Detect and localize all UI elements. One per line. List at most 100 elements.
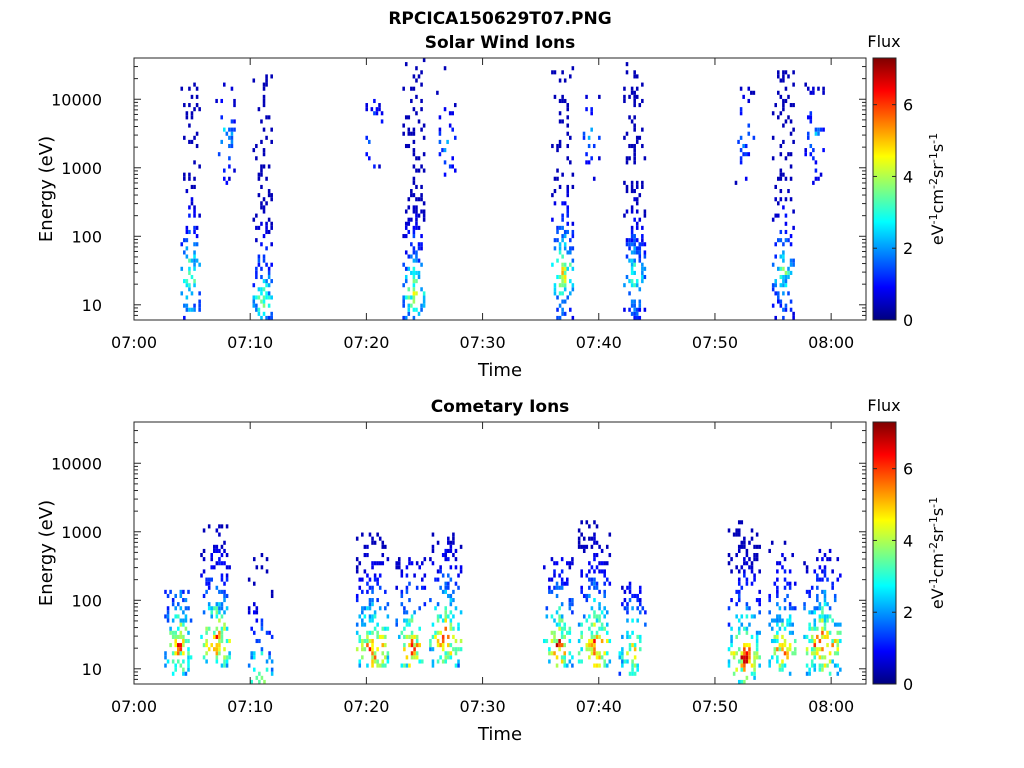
heatmap-cell bbox=[415, 291, 418, 296]
heatmap-cell bbox=[638, 303, 642, 308]
colorbar-tick-label: 4 bbox=[903, 531, 913, 550]
heatmap-cell bbox=[431, 544, 435, 549]
heatmap-cell bbox=[171, 602, 175, 607]
heatmap-cell bbox=[630, 143, 634, 149]
heatmap-cell bbox=[363, 569, 367, 574]
heatmap-cell bbox=[782, 254, 785, 259]
heatmap-cell bbox=[590, 651, 594, 656]
heatmap-cell bbox=[777, 266, 780, 271]
heatmap-cell bbox=[739, 135, 743, 140]
heatmap-cell bbox=[366, 663, 369, 668]
heatmap-cell bbox=[821, 557, 824, 562]
heatmap-cell bbox=[413, 647, 416, 652]
heatmap-cell bbox=[633, 156, 636, 161]
heatmap-cell bbox=[582, 548, 586, 553]
heatmap-cell bbox=[176, 647, 180, 652]
heatmap-cell bbox=[553, 569, 556, 574]
heatmap-cell bbox=[413, 634, 416, 639]
heatmap-cell bbox=[817, 131, 820, 136]
heatmap-cell bbox=[623, 94, 626, 99]
heatmap-cell bbox=[189, 618, 193, 623]
heatmap-cell bbox=[635, 180, 639, 185]
heatmap-cell bbox=[758, 630, 761, 635]
heatmap-cell bbox=[403, 647, 406, 652]
heatmap-cell bbox=[366, 638, 369, 644]
heatmap-cell bbox=[585, 520, 589, 525]
heatmap-cell bbox=[568, 630, 572, 635]
heatmap-cell bbox=[779, 274, 783, 280]
heatmap-cell bbox=[386, 557, 390, 562]
heatmap-cell bbox=[402, 303, 405, 308]
heatmap-cell bbox=[608, 553, 612, 558]
heatmap-cell bbox=[635, 221, 639, 226]
heatmap-cell bbox=[631, 630, 634, 635]
heatmap-cell bbox=[743, 573, 746, 578]
heatmap-cell bbox=[747, 98, 751, 104]
heatmap-cell bbox=[449, 655, 453, 660]
heatmap-cell bbox=[380, 111, 384, 116]
heatmap-cell bbox=[774, 242, 777, 247]
heatmap-cell bbox=[371, 565, 374, 570]
heatmap-cell bbox=[431, 561, 435, 566]
heatmap-cell bbox=[786, 622, 789, 627]
heatmap-cell bbox=[555, 581, 559, 586]
heatmap-cell bbox=[371, 630, 374, 635]
heatmap-cell bbox=[454, 548, 458, 553]
heatmap-cell bbox=[405, 565, 409, 570]
x-tick-label: 07:50 bbox=[692, 333, 738, 352]
heatmap-cell bbox=[630, 279, 634, 284]
heatmap-cell bbox=[454, 565, 458, 570]
heatmap-cell bbox=[808, 638, 811, 644]
heatmap-cell bbox=[633, 74, 636, 79]
heatmap-cell bbox=[444, 589, 448, 594]
heatmap-cell bbox=[553, 573, 556, 578]
heatmap-cell bbox=[268, 630, 271, 635]
heatmap-cell bbox=[770, 655, 774, 660]
heatmap-cell bbox=[410, 217, 413, 222]
heatmap-cell bbox=[225, 180, 229, 185]
heatmap-cell bbox=[635, 250, 639, 255]
heatmap-cell bbox=[608, 659, 612, 664]
heatmap-cell bbox=[179, 622, 183, 627]
heatmap-cell bbox=[792, 311, 795, 316]
x-tick-label: 07:00 bbox=[111, 333, 157, 352]
heatmap-cell bbox=[198, 107, 201, 112]
heatmap-cell bbox=[778, 561, 782, 566]
heatmap-cell bbox=[816, 585, 819, 590]
heatmap-cell bbox=[556, 315, 559, 320]
heatmap-cell bbox=[566, 250, 570, 255]
heatmap-cell bbox=[252, 651, 256, 656]
heatmap-cell bbox=[781, 634, 784, 639]
heatmap-cell bbox=[781, 663, 784, 668]
heatmap-cell bbox=[822, 127, 825, 132]
heatmap-cell bbox=[449, 593, 453, 599]
heatmap-cell bbox=[605, 663, 609, 668]
heatmap-cell bbox=[188, 139, 191, 144]
heatmap-cell bbox=[558, 139, 562, 144]
heatmap-cell bbox=[784, 197, 788, 202]
heatmap-cell bbox=[174, 630, 177, 635]
heatmap-cell bbox=[262, 258, 266, 263]
heatmap-cell bbox=[220, 115, 224, 120]
heatmap-cell bbox=[262, 98, 266, 104]
y-tick-label: 1000 bbox=[61, 523, 102, 542]
heatmap-cell bbox=[420, 209, 423, 214]
heatmap-cell bbox=[777, 176, 780, 181]
heatmap-cell bbox=[836, 557, 840, 562]
heatmap-cell bbox=[223, 593, 226, 599]
heatmap-cell bbox=[415, 254, 418, 259]
heatmap-cell bbox=[623, 606, 627, 611]
heatmap-cell bbox=[405, 610, 409, 615]
heatmap-cell bbox=[193, 82, 196, 87]
heatmap-cell bbox=[623, 98, 626, 104]
heatmap-cell bbox=[179, 630, 183, 635]
heatmap-cell bbox=[638, 287, 642, 292]
heatmap-cell bbox=[555, 610, 559, 615]
heatmap-cell bbox=[551, 217, 554, 222]
heatmap-cell bbox=[779, 266, 783, 271]
heatmap-cell bbox=[633, 90, 636, 95]
heatmap-cell bbox=[776, 602, 779, 607]
heatmap-cell bbox=[422, 168, 426, 173]
heatmap-cell bbox=[740, 520, 744, 525]
heatmap-cell bbox=[265, 201, 268, 206]
